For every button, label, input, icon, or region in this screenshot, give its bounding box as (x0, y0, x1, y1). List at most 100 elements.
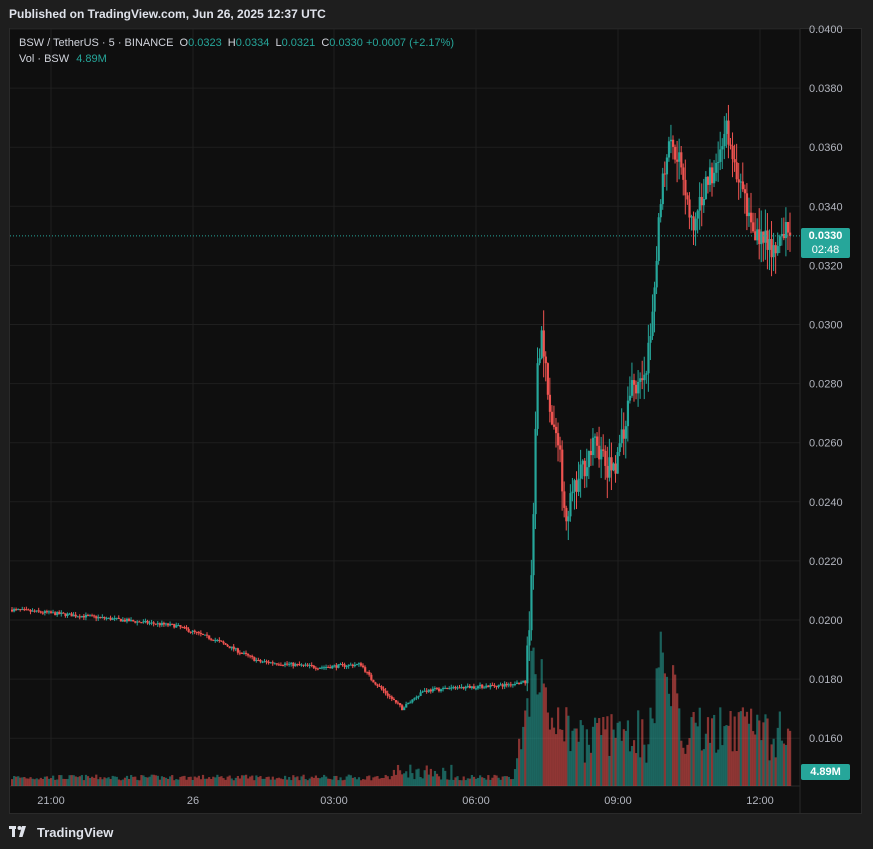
volume-bar (444, 770, 447, 786)
close-label: C (321, 37, 330, 49)
volume-bar (669, 706, 673, 786)
volume-bar (571, 730, 574, 786)
volume-bar (158, 779, 161, 786)
candle-body (89, 615, 92, 617)
volume-bar (125, 775, 129, 786)
volume-bar (532, 647, 535, 786)
candle-body (632, 380, 636, 385)
volume-bar (376, 776, 379, 786)
candle-body (253, 657, 256, 661)
candle-body (286, 663, 289, 665)
candle-body (19, 609, 22, 611)
candle-body (105, 618, 108, 620)
symbol-label[interactable]: BSW / TetherUS · 5 · BINANCE (19, 37, 174, 49)
candle-body (505, 683, 508, 686)
volume-bar (23, 777, 26, 786)
candle-body (706, 176, 710, 185)
volume-bar (29, 777, 32, 786)
volume-bar (663, 673, 666, 786)
volume-label[interactable]: Vol · BSW (19, 53, 70, 65)
published-label: Published on TradingView.com, Jun 26, 20… (9, 7, 326, 21)
volume-bar (528, 716, 531, 786)
volume-bar (731, 751, 734, 786)
candle-body (589, 450, 593, 456)
candle-body (651, 311, 654, 337)
y-tick-label: 0.0220 (809, 556, 843, 568)
volume-bar (357, 777, 361, 786)
volume-bar (674, 674, 677, 786)
volume-bar (21, 777, 24, 786)
candle-body (772, 245, 775, 258)
candle-body (224, 643, 227, 645)
candle-body (526, 645, 529, 684)
candle-body (197, 632, 201, 634)
volume-bar (72, 775, 75, 786)
y-tick-label: 0.0400 (809, 24, 843, 36)
volume-bar (359, 780, 363, 786)
volume-bar (698, 707, 701, 786)
volume-bar (401, 774, 404, 786)
candle-body (552, 424, 556, 427)
volume-bar (31, 778, 34, 786)
high-value: 0.0334 (235, 37, 270, 49)
volume-bar (257, 777, 260, 786)
candle-body (13, 609, 16, 612)
candle-body (446, 687, 449, 690)
volume-bar (768, 760, 771, 786)
candle-body (762, 231, 765, 243)
volume-bar (284, 775, 287, 786)
candle-body (509, 684, 513, 686)
candle-body (520, 682, 523, 685)
candle-body (511, 684, 515, 686)
candle-body (66, 613, 69, 616)
volume-value: 4.89M (76, 53, 107, 65)
volume-bar (727, 725, 730, 786)
volume-bar (329, 778, 332, 786)
candle-body (97, 617, 100, 619)
volume-bar (684, 753, 687, 786)
candle-body (587, 450, 591, 468)
volume-bar (524, 710, 527, 786)
volume-bar (119, 780, 122, 786)
volume-bar (766, 718, 769, 786)
candle-body (602, 449, 605, 451)
volume-bar (152, 774, 155, 786)
volume-bar (382, 777, 385, 786)
volume-bar (206, 778, 209, 786)
volume-bar (15, 776, 18, 786)
candle-body (86, 614, 90, 616)
candle-body (667, 141, 671, 158)
candle-body (776, 246, 779, 254)
y-tick-label: 0.0360 (809, 142, 843, 154)
candle-body (267, 661, 270, 664)
candle-body (84, 614, 88, 618)
candle-body (349, 664, 352, 666)
volume-bar (45, 776, 49, 786)
volume-bar (160, 776, 164, 786)
volume-bar (296, 776, 299, 786)
volume-bar (316, 777, 320, 786)
volume-bar (234, 777, 237, 786)
candle-body (417, 695, 420, 698)
volume-bar (345, 776, 348, 786)
volume-bar (343, 779, 346, 786)
candle-body (372, 679, 375, 683)
x-tick-label: 26 (187, 795, 199, 807)
footer: TradingView (9, 822, 113, 842)
candle-body (764, 230, 767, 243)
volume-bar (290, 780, 293, 786)
low-label: L (275, 37, 282, 49)
volume-bar (431, 776, 435, 786)
volume-bar (148, 776, 151, 786)
volume-bar (181, 776, 184, 786)
volume-bar (622, 729, 625, 786)
candle-body (80, 615, 83, 618)
candle-body (784, 222, 788, 239)
volume-bar (337, 780, 340, 786)
volume-bar (536, 694, 539, 786)
candle-body (50, 611, 53, 613)
volume-bar (433, 770, 437, 786)
volume-bar (704, 733, 708, 786)
candle-body (727, 120, 730, 145)
